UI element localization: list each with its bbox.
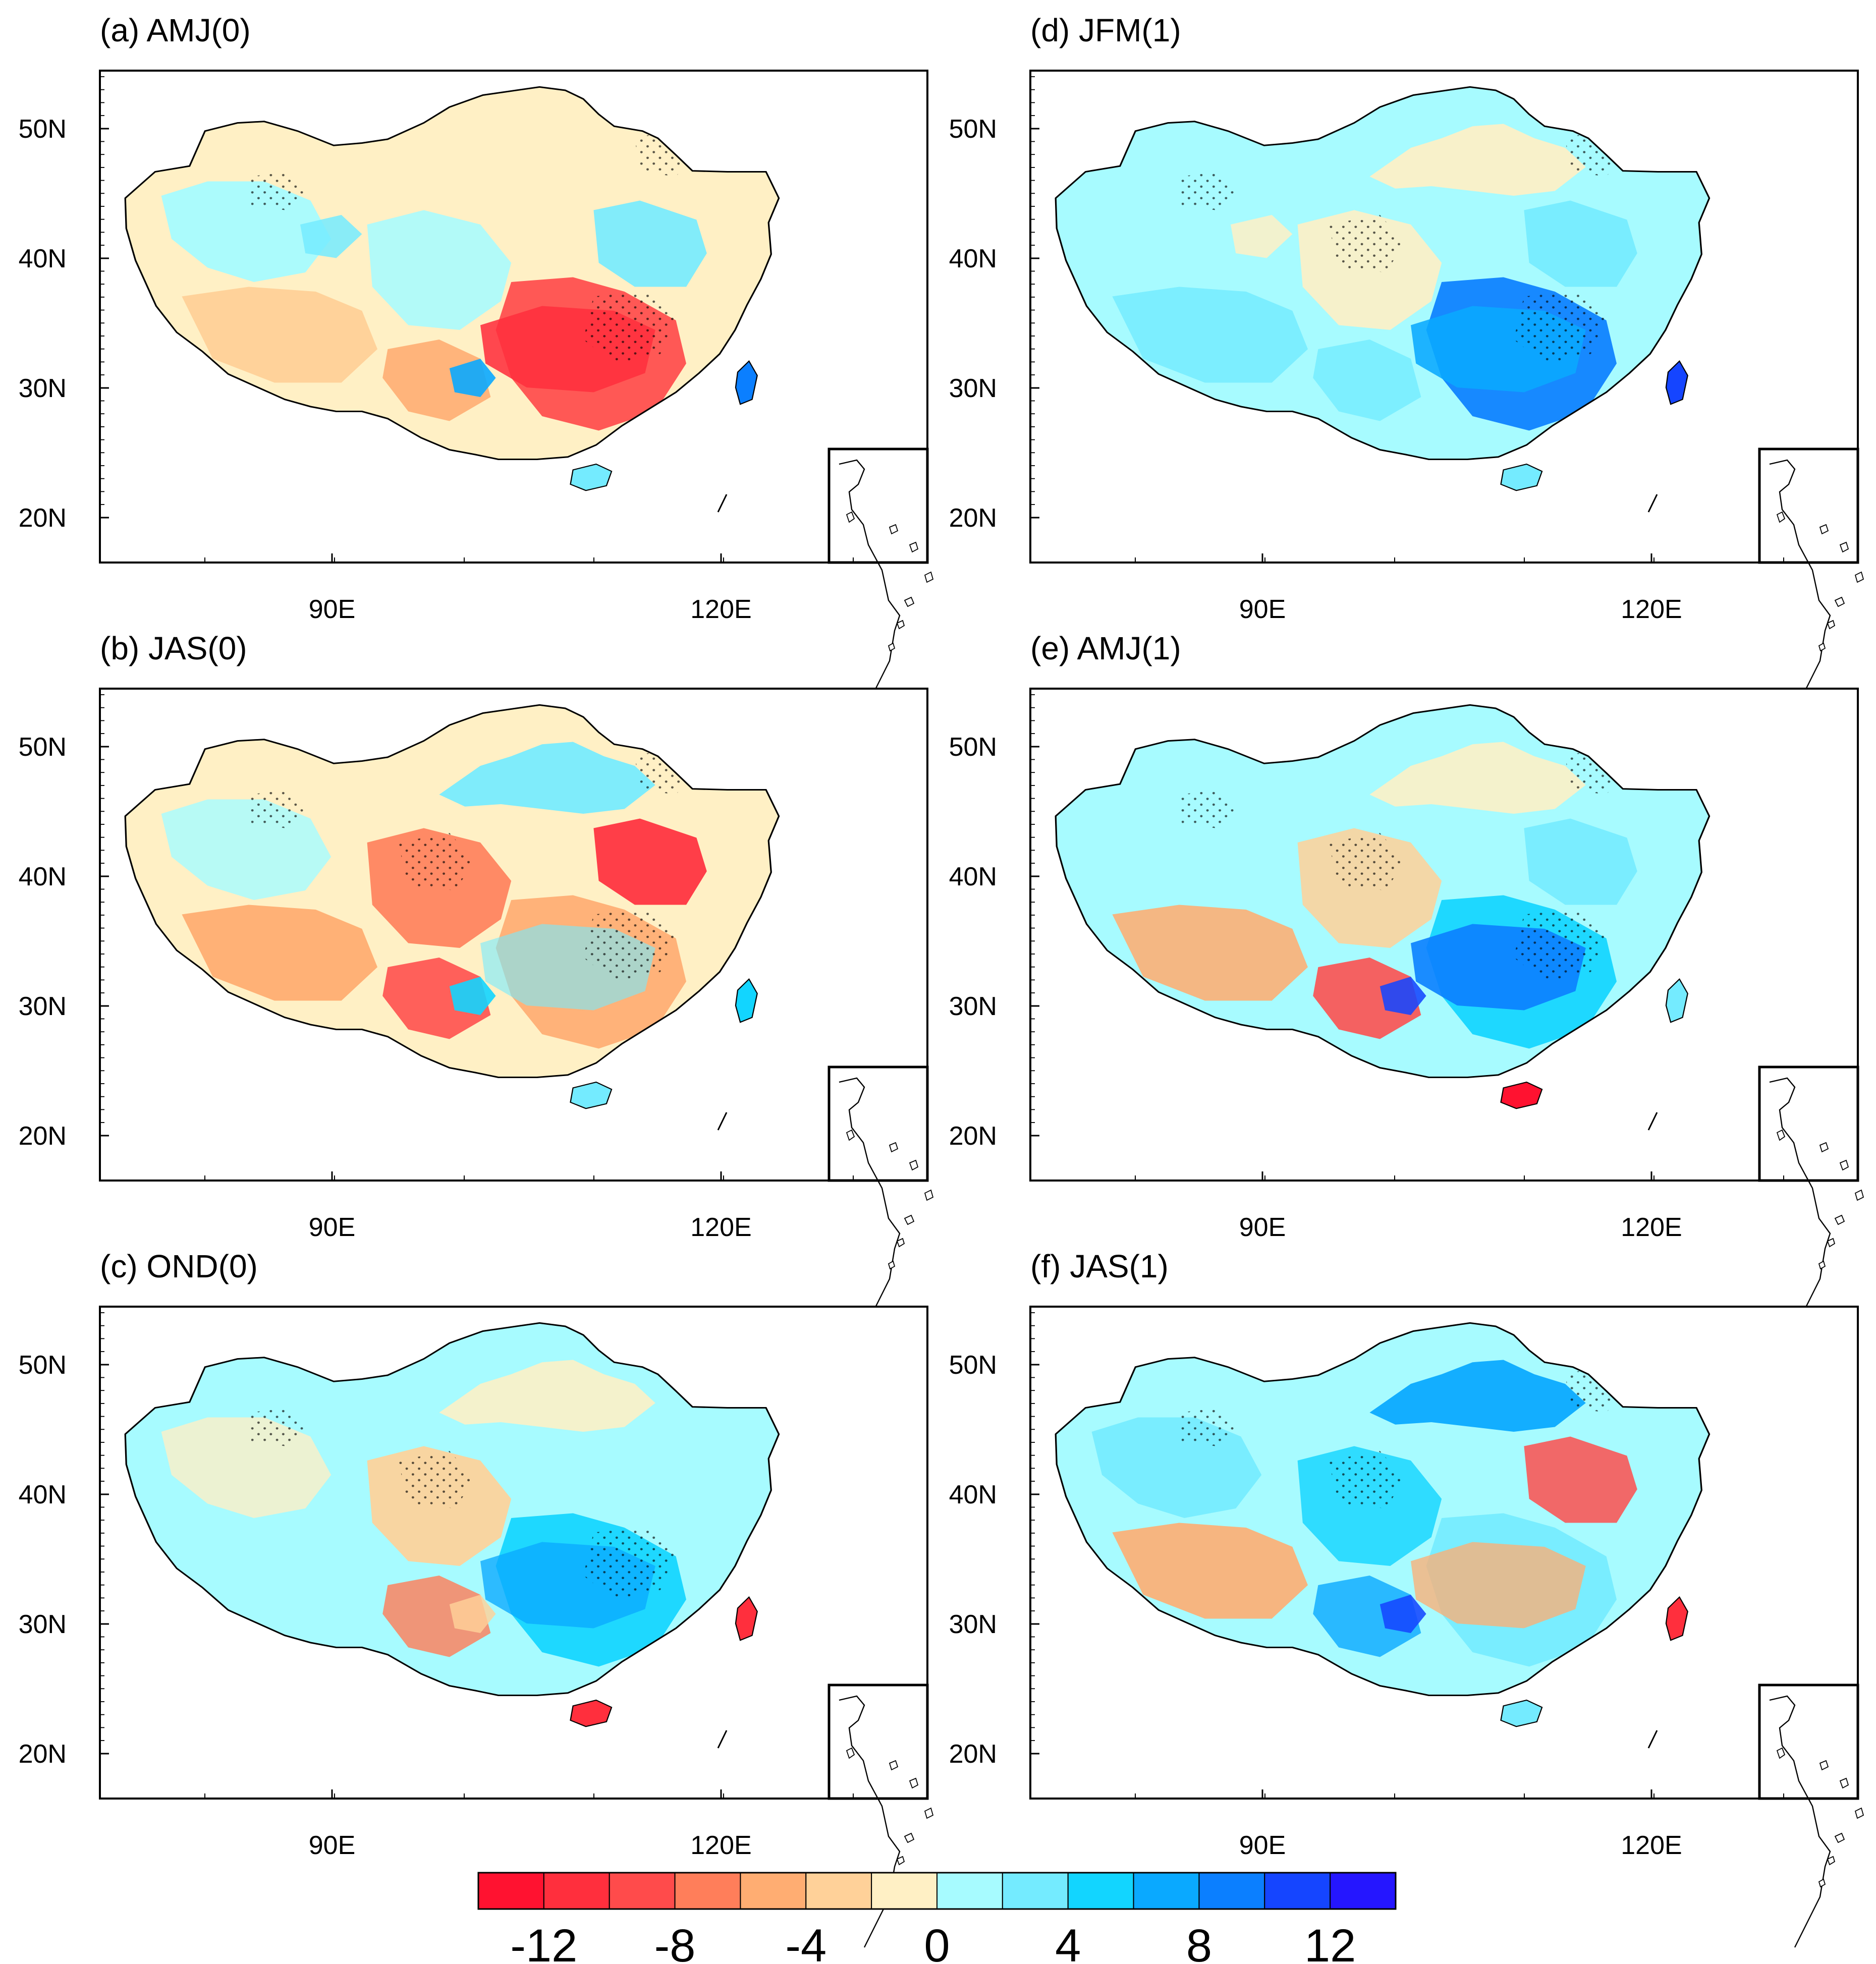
lon-tick-label: 90E [1239,1831,1286,1860]
colorbar-swatch [1133,1872,1200,1910]
inset-frame [1758,1065,1859,1182]
lat-tick-label: 30N [949,992,997,1021]
lat-tick-label: 50N [19,733,67,762]
map-panel-a: (a) AMJ(0) 90E 120E 50N 40N 30N 20N [19,12,933,712]
colorbar-tick-label: 0 [924,1920,950,1964]
lon-tick-label: 120E [1621,1213,1682,1242]
colorbar: -12 -8 -4 0 4 8 12 [477,1872,1397,1964]
inset-frame [827,1684,929,1800]
south-china-sea-inset [1758,1065,1864,1330]
colorbar-tick-label: -4 [785,1920,826,1964]
colorbar-tick-label: -12 [510,1920,577,1964]
colorbar-swatch [478,1872,544,1910]
lat-tick-label: 30N [949,374,997,403]
colorbar-swatch [674,1872,741,1910]
lon-tick-label: 90E [309,1213,356,1242]
lat-tick-label: 40N [19,1480,67,1509]
inset-frame [827,447,929,564]
map-panel-d: (d) JFM(1) 90E 120E 50N 40N 30N 20N [949,12,1864,712]
colorbar-swatch [543,1872,610,1910]
south-china-sea-inset [827,1684,933,1948]
lat-tick-label: 20N [949,503,997,533]
island-mark [717,494,728,513]
island-mark [717,1112,728,1131]
panel-title-c: (c) OND(0) [100,1248,258,1284]
colorbar-swatch [740,1872,807,1910]
island-mark [1647,1730,1658,1749]
colorbar-frame [477,1872,1397,1910]
lat-tick-label: 50N [949,115,997,144]
map-panel-e: (e) AMJ(1) 90E 120E 50N 40N 30N 20N [949,630,1864,1330]
lat-tick-label: 20N [949,1739,997,1769]
island-mark [717,1730,728,1749]
south-china-sea-inset [1758,1684,1864,1948]
lat-tick-label: 40N [19,244,67,273]
map-panel-b: (b) JAS(0) 90E 120E 50N 40N 30N 20N [19,630,933,1330]
colorbar-swatch [1002,1872,1069,1910]
lon-tick-label: 90E [1239,1213,1286,1242]
lat-tick-label: 40N [949,862,997,891]
colorbar-swatch [1264,1872,1331,1910]
colorbar-swatch [1330,1872,1396,1910]
lat-tick-label: 20N [19,503,67,533]
panel-title-a: (a) AMJ(0) [100,12,251,48]
lat-tick-label: 40N [19,862,67,891]
lat-tick-label: 30N [19,1610,67,1639]
colorbar-tick-label: 8 [1186,1920,1212,1964]
south-china-sea-inset [827,447,933,712]
lon-tick-label: 120E [690,1831,751,1860]
lat-tick-label: 20N [19,1121,67,1151]
panel-title-d: (d) JFM(1) [1030,12,1181,48]
lat-tick-label: 50N [949,733,997,762]
island-mark [1647,494,1658,513]
south-china-sea-inset [827,1065,933,1330]
colorbar-swatch [871,1872,937,1910]
lon-tick-label: 90E [309,1831,356,1860]
colorbar-swatch [609,1872,676,1910]
map-panel-f: (f) JAS(1) 90E 120E 50N 40N 30N 20N [949,1248,1864,1948]
lon-tick-label: 120E [1621,1831,1682,1860]
lon-tick-label: 120E [690,595,751,624]
colorbar-tick-label: 12 [1304,1920,1356,1964]
inset-frame [1758,1684,1859,1800]
colorbar-tick-label: -8 [654,1920,696,1964]
lat-tick-label: 50N [949,1351,997,1380]
lat-tick-label: 50N [19,115,67,144]
south-china-sea-inset [1758,447,1864,712]
lat-tick-label: 30N [19,992,67,1021]
colorbar-swatch [805,1872,872,1910]
inset-frame [1758,447,1859,564]
colorbar-swatch [1198,1872,1265,1910]
lon-tick-label: 90E [1239,595,1286,624]
lon-tick-label: 120E [690,1213,751,1242]
lat-tick-label: 40N [949,244,997,273]
panel-title-e: (e) AMJ(1) [1030,630,1181,666]
panel-title-b: (b) JAS(0) [100,630,247,666]
lat-tick-label: 20N [949,1121,997,1151]
panel-title-f: (f) JAS(1) [1030,1248,1169,1284]
colorbar-swatch [936,1872,1003,1910]
colorbar-tick-label: 4 [1055,1920,1081,1964]
map-panel-c: (c) OND(0) 90E 120E 50N 40N 30N 20N [19,1248,933,1948]
lon-tick-label: 90E [309,595,356,624]
lat-tick-label: 20N [19,1739,67,1769]
lat-tick-label: 30N [19,374,67,403]
island-mark [1647,1112,1658,1131]
inset-frame [827,1065,929,1182]
lat-tick-label: 50N [19,1351,67,1380]
lon-tick-label: 120E [1621,595,1682,624]
lat-tick-label: 30N [949,1610,997,1639]
lat-tick-label: 40N [949,1480,997,1509]
colorbar-swatch [1067,1872,1134,1910]
